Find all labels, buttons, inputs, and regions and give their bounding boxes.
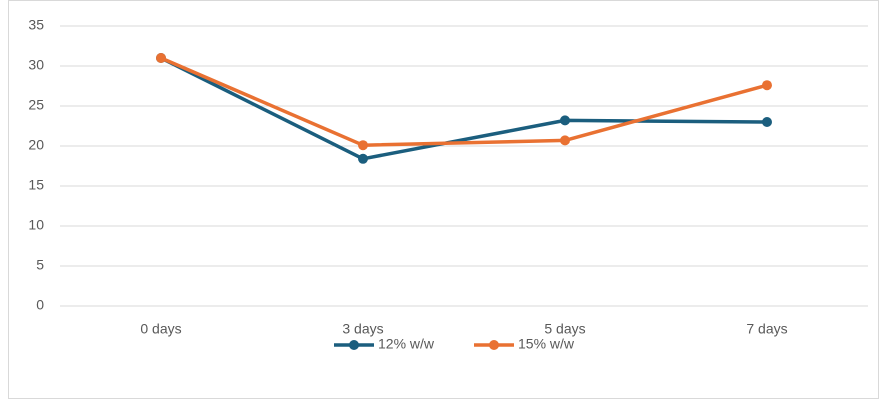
data-point [762,117,772,127]
x-tick-label: 3 days [342,321,383,337]
y-tick-label: 35 [28,17,44,33]
y-tick-label: 20 [28,137,44,153]
legend-label: 15% w/w [518,336,575,352]
y-tick-label: 25 [28,97,44,113]
y-tick-label: 0 [36,297,44,313]
y-tick-label: 10 [28,217,44,233]
data-point [156,53,166,63]
data-point [762,80,772,91]
data-point [560,135,570,146]
x-tick-label: 5 days [544,321,585,337]
y-tick-label: 5 [36,257,44,273]
legend-marker [349,340,359,350]
y-tick-label: 30 [28,57,44,73]
y-tick-label: 15 [28,177,44,193]
series-line [160,56,768,161]
data-point [358,140,368,151]
x-tick-label: 0 days [140,321,181,337]
data-point [560,115,570,126]
chart-border [8,0,879,399]
x-tick-label: 7 days [746,321,787,337]
data-point [358,153,368,164]
legend-marker [489,340,499,350]
legend-label: 12% w/w [378,336,435,352]
series-line [160,56,768,147]
